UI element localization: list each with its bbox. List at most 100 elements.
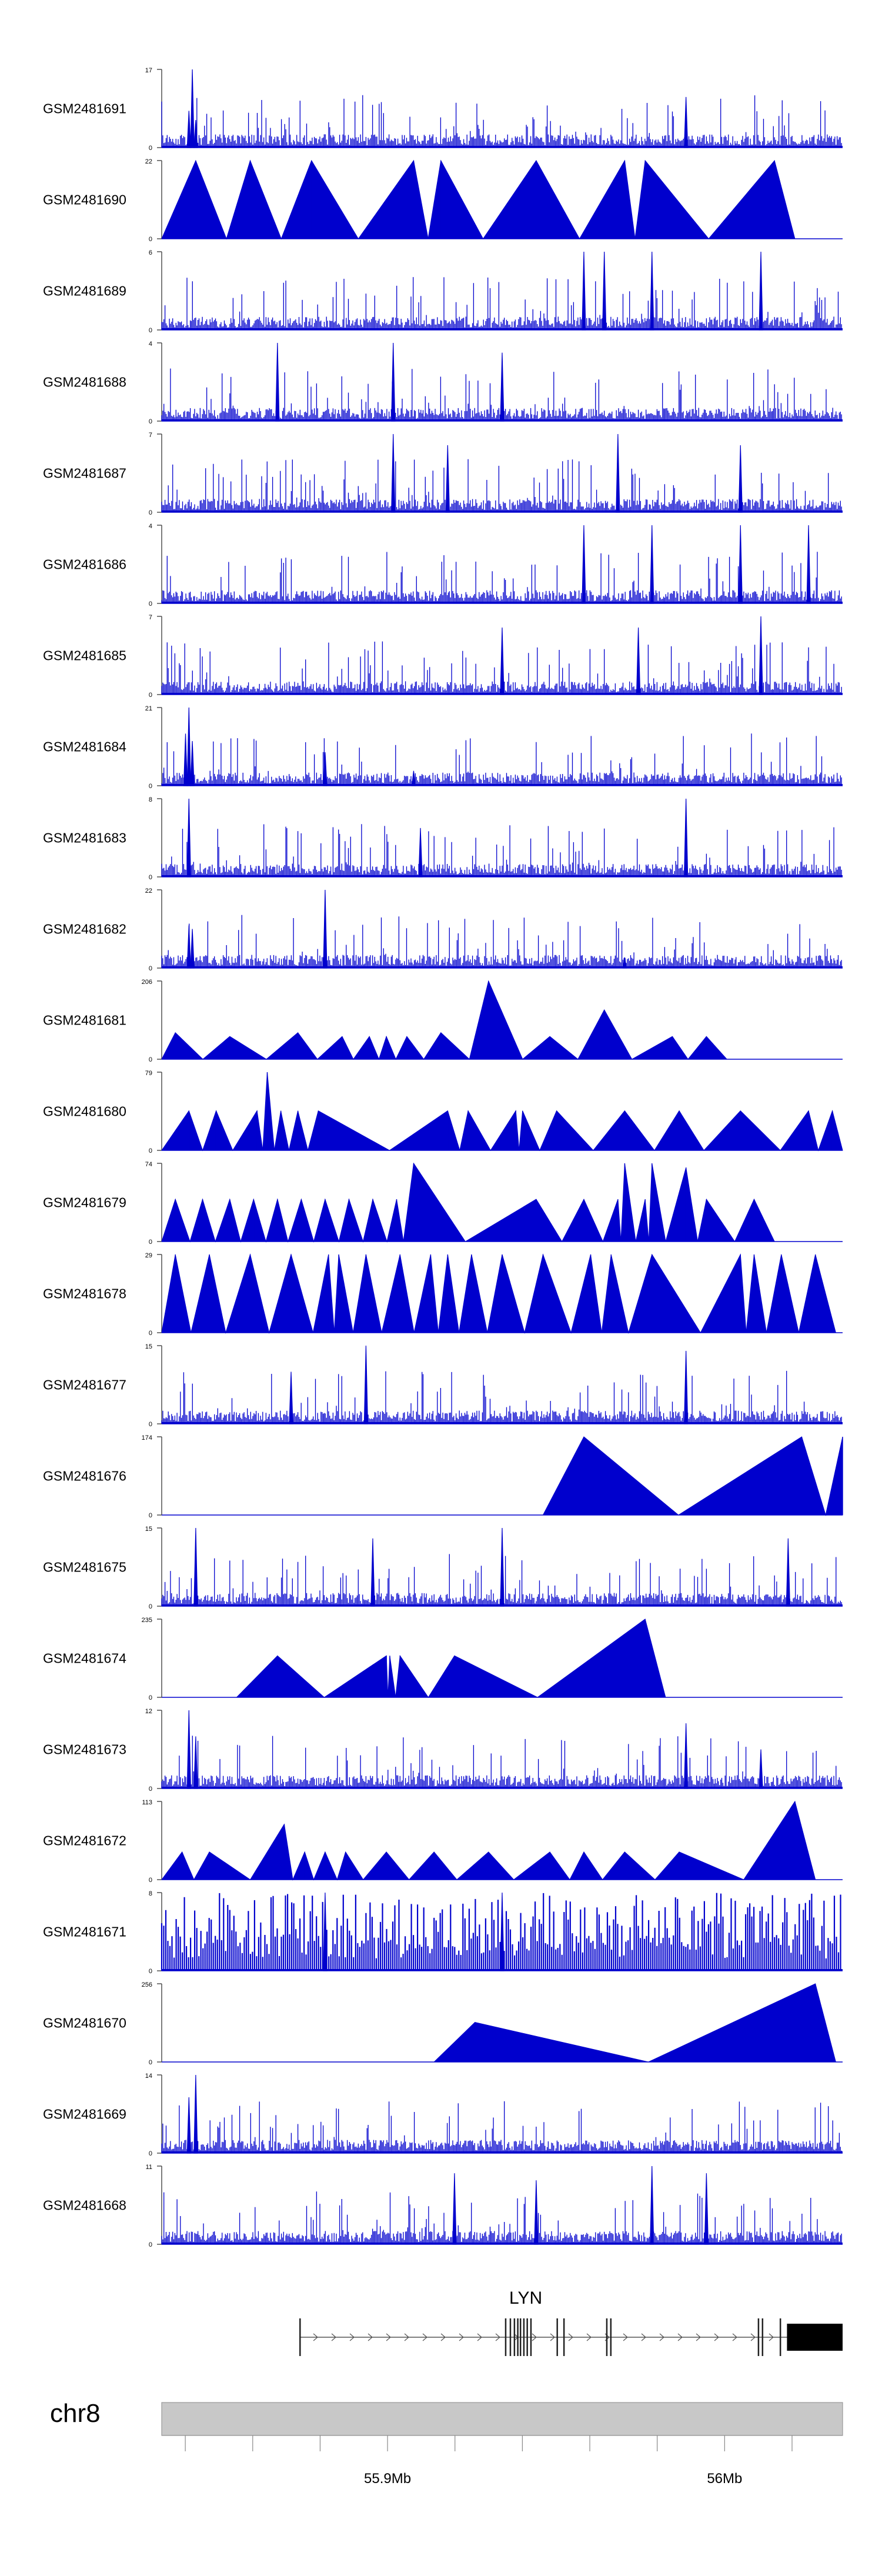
y-axis: 235 0 bbox=[142, 1617, 162, 1701]
track-GSM2481673: GSM2481673 12 0 bbox=[43, 1708, 843, 1793]
strand-arrow bbox=[623, 2333, 628, 2341]
y-max-label: 7 bbox=[149, 432, 152, 439]
signal bbox=[161, 2074, 843, 2154]
peak bbox=[186, 111, 191, 148]
y-min-label: 0 bbox=[149, 236, 152, 243]
peak bbox=[190, 929, 195, 969]
peak bbox=[684, 1723, 689, 1789]
y-axis: 12 0 bbox=[145, 1708, 162, 1793]
y-max-label: 11 bbox=[146, 2164, 152, 2171]
peak bbox=[806, 525, 811, 604]
signal bbox=[162, 1619, 843, 1698]
signal bbox=[161, 1527, 843, 1607]
peak bbox=[193, 1527, 198, 1607]
peak bbox=[186, 798, 191, 877]
exon bbox=[556, 2318, 558, 2356]
y-max-label: 7 bbox=[149, 614, 152, 621]
track-GSM2481682: GSM2481682 22 0 bbox=[43, 887, 843, 972]
y-min-label: 0 bbox=[149, 327, 152, 334]
signal bbox=[161, 1710, 843, 1789]
peak bbox=[622, 957, 627, 969]
track-label: GSM2481688 bbox=[43, 375, 126, 390]
peak bbox=[684, 798, 689, 877]
peak bbox=[738, 525, 743, 604]
signal bbox=[161, 525, 843, 604]
y-max-label: 79 bbox=[145, 1070, 152, 1077]
peak bbox=[500, 627, 505, 695]
peak bbox=[186, 925, 191, 969]
track-label: GSM2481679 bbox=[43, 1195, 126, 1210]
peak bbox=[684, 1350, 689, 1424]
signal bbox=[161, 69, 843, 148]
y-axis: 22 0 bbox=[145, 887, 162, 972]
y-min-label: 0 bbox=[149, 2241, 152, 2248]
exon bbox=[299, 2318, 301, 2356]
y-axis: 70 bbox=[149, 614, 162, 699]
peak bbox=[323, 889, 328, 969]
peak bbox=[370, 1538, 375, 1607]
y-max-label: 206 bbox=[142, 979, 152, 986]
strand-arrow bbox=[440, 2333, 446, 2341]
y-axis: 79 0 bbox=[145, 1070, 162, 1154]
y-axis: 60 bbox=[149, 249, 162, 334]
strand-arrow bbox=[568, 2333, 573, 2341]
strand-arrow bbox=[550, 2333, 555, 2341]
track-label: GSM2481676 bbox=[43, 1469, 126, 1484]
y-min-label: 0 bbox=[149, 600, 152, 608]
exon bbox=[509, 2318, 512, 2356]
signal bbox=[161, 342, 843, 422]
y-axis: 29 0 bbox=[145, 1252, 162, 1337]
strand-arrow bbox=[422, 2333, 427, 2341]
y-max-label: 14 bbox=[145, 2073, 152, 2080]
peak bbox=[738, 445, 743, 513]
strand-arrow bbox=[368, 2333, 373, 2341]
track-GSM2481690: GSM2481690 22 0 bbox=[43, 158, 843, 243]
exon bbox=[757, 2318, 760, 2356]
exon bbox=[505, 2318, 507, 2356]
track-label: GSM2481670 bbox=[43, 2016, 126, 2031]
track-label: GSM2481689 bbox=[43, 283, 126, 299]
y-max-label: 256 bbox=[142, 1981, 152, 1988]
y-axis: 15 0 bbox=[145, 1526, 162, 1610]
peak bbox=[582, 251, 586, 331]
y-max-label: 113 bbox=[142, 1799, 152, 1806]
exon bbox=[606, 2318, 608, 2356]
peak bbox=[636, 627, 641, 695]
y-min-label: 0 bbox=[149, 1056, 152, 1063]
exon bbox=[530, 2318, 532, 2356]
exon bbox=[526, 2318, 528, 2356]
y-min-label: 0 bbox=[149, 509, 152, 516]
peak bbox=[650, 2165, 654, 2245]
track-label: GSM2481690 bbox=[43, 192, 126, 208]
y-max-label: 15 bbox=[145, 1343, 152, 1350]
track-label: GSM2481686 bbox=[43, 557, 126, 572]
y-min-label: 0 bbox=[149, 1512, 152, 1519]
strand-arrow bbox=[641, 2333, 646, 2341]
peak bbox=[193, 2074, 198, 2154]
track-GSM2481689: GSM2481689 60 bbox=[43, 249, 843, 334]
y-axis: 70 bbox=[149, 432, 162, 516]
axis-label: 55.9Mb bbox=[364, 2471, 411, 2487]
strand-arrow bbox=[714, 2333, 719, 2341]
track-label: GSM2481681 bbox=[43, 1013, 126, 1028]
track-GSM2481669: GSM2481669 14 0 bbox=[43, 2073, 843, 2157]
peak bbox=[289, 1372, 293, 1424]
strand-arrow bbox=[532, 2333, 537, 2341]
y-axis: 40 bbox=[149, 341, 162, 425]
track-GSM2481680: GSM2481680 79 0 bbox=[43, 1070, 843, 1154]
peak bbox=[684, 96, 689, 148]
track-label: GSM2481684 bbox=[43, 739, 126, 755]
y-min-label: 0 bbox=[149, 965, 152, 972]
peak bbox=[650, 525, 654, 604]
y-axis: 17 0 bbox=[145, 67, 162, 152]
axis-label: 56Mb bbox=[707, 2471, 742, 2487]
strand-arrow bbox=[659, 2333, 664, 2341]
y-axis: 22 0 bbox=[145, 158, 162, 243]
signal bbox=[162, 1983, 843, 2063]
y-max-label: 8 bbox=[149, 796, 152, 803]
track-GSM2481674: GSM2481674 235 0 bbox=[43, 1617, 843, 1701]
exon bbox=[610, 2318, 612, 2356]
